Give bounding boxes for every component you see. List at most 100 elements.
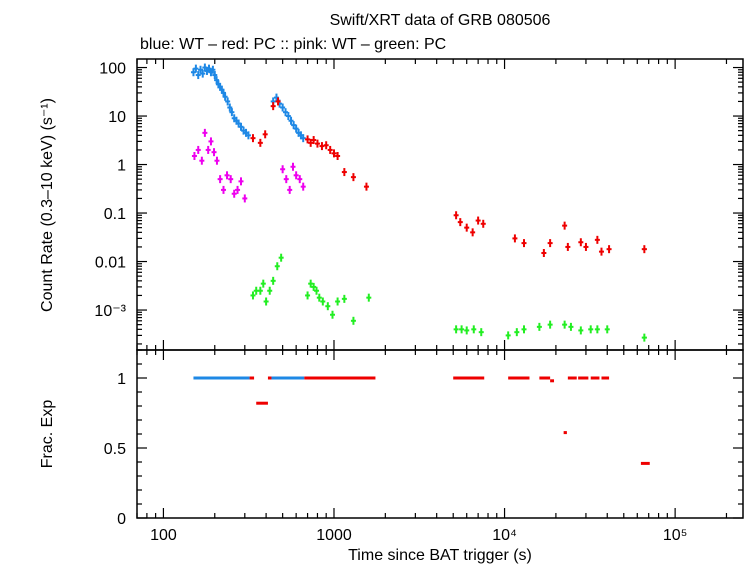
wt_blue-point (285, 112, 291, 121)
wt_blue-point (193, 64, 199, 73)
pc_red-point (641, 245, 647, 254)
x-tick-label: 1000 (316, 527, 352, 544)
pc_red-point (270, 102, 276, 111)
pc_red-point (598, 247, 604, 256)
pc_red-point (541, 249, 547, 257)
pc_red-point (457, 218, 463, 227)
wt_blue-point (229, 108, 235, 117)
pc_green-point (263, 297, 269, 306)
pc_green-point (314, 286, 320, 295)
pc_green-point (568, 322, 574, 331)
wt_blue-point (300, 134, 306, 143)
pc_red-point (583, 242, 589, 251)
wt_pink-point (202, 128, 208, 137)
chart-title: Swift/XRT data of GRB 080506 (330, 12, 551, 29)
pc_green-point (267, 286, 273, 295)
pc_red-point (331, 149, 337, 158)
pc_green-point (459, 325, 465, 334)
pc_red-point (512, 234, 518, 243)
pc_green-point (335, 297, 341, 306)
chart-subtitle: blue: WT – red: PC :: pink: WT – green: … (140, 36, 446, 53)
wt_blue-point (225, 97, 231, 106)
pc_red-point (305, 135, 311, 144)
wt_blue-point (293, 124, 299, 133)
wt_pink-point (287, 185, 293, 194)
pc_green-point (536, 322, 542, 331)
pc_green-point (464, 326, 470, 335)
wt_pink-point (300, 182, 306, 191)
wt_pink-point (224, 171, 230, 180)
wt_pink-point (280, 165, 286, 174)
bottom-y-axis-label: Frac. Exp (39, 400, 56, 469)
y-tick-label: 0.1 (104, 206, 126, 223)
x-axis-label: Time since BAT trigger (s) (348, 547, 532, 564)
pc_red-point (363, 182, 369, 191)
y-tick-label: 1 (117, 371, 126, 388)
wt_blue-point (210, 65, 216, 74)
pc_green-point (250, 291, 256, 300)
pc_red-point (475, 216, 481, 225)
pc_red-point (311, 136, 317, 145)
pc_green-point (329, 310, 335, 319)
wt_blue-point (288, 116, 294, 125)
pc_green-point (311, 282, 317, 291)
wt_blue-point (227, 103, 233, 112)
pc_green-point (604, 325, 610, 334)
x-tick-label: 10⁵ (663, 527, 687, 544)
y-tick-label: 0.01 (95, 255, 126, 272)
wt_pink-point (293, 171, 299, 180)
y-tick-label: 10⁻³ (94, 303, 126, 320)
pc_red-point (521, 239, 527, 248)
pc_red-point (323, 141, 329, 150)
wt_blue-point (222, 92, 228, 101)
pc_green-point (641, 333, 647, 342)
y-tick-label: 1 (117, 158, 126, 175)
x-tick-label: 100 (150, 527, 177, 544)
pc_green-point (366, 293, 372, 302)
pc_red-point (275, 97, 281, 106)
pc_red-point (594, 235, 600, 244)
wt_pink-point (297, 175, 303, 184)
pc_green-point (325, 302, 331, 311)
pc_green-point (350, 316, 356, 325)
pc_green-point (270, 276, 276, 285)
pc_green-point (521, 325, 527, 334)
wt_pink-point (228, 175, 234, 184)
pc_red-point (578, 238, 584, 247)
pc_green-point (260, 279, 266, 288)
pc_green-point (341, 294, 347, 303)
pc_red-point (547, 239, 553, 248)
wt_pink-point (220, 185, 226, 194)
wt_pink-point (283, 175, 289, 184)
pc_red-point (565, 242, 571, 251)
bottom-panel-frame (136, 349, 744, 519)
y-tick-label: 10 (108, 109, 126, 126)
pc_red-point (335, 152, 341, 160)
pc_red-point (464, 223, 470, 232)
wt_pink-point (199, 156, 205, 165)
pc_red-point (262, 130, 268, 139)
pc_red-point (319, 142, 325, 151)
pc_red-point (341, 168, 347, 177)
pc_red-point (606, 245, 612, 254)
pc_green-point (594, 325, 600, 334)
pc_green-point (471, 325, 477, 334)
wt_blue-point (214, 76, 220, 85)
wt_pink-point (235, 185, 241, 194)
bottom-panel-marks (193, 376, 650, 465)
pc_green-point (478, 328, 484, 337)
pc_red-point (562, 221, 568, 230)
top-panel-ticks: 100 10 1 0.1 0.01 10⁻³ (94, 59, 743, 518)
pc_green-point (588, 325, 594, 334)
wt_blue-point (280, 103, 286, 112)
wt_blue-point (200, 69, 206, 78)
pc_green-point (316, 293, 322, 302)
wt_pink-point (191, 152, 197, 160)
wt_blue-point (245, 131, 251, 140)
wt_pink-point (290, 162, 296, 171)
wt_pink-point (217, 175, 223, 184)
pc_red-point (314, 139, 320, 148)
wt_pink-point (242, 194, 248, 203)
pc_red-point (480, 219, 486, 228)
